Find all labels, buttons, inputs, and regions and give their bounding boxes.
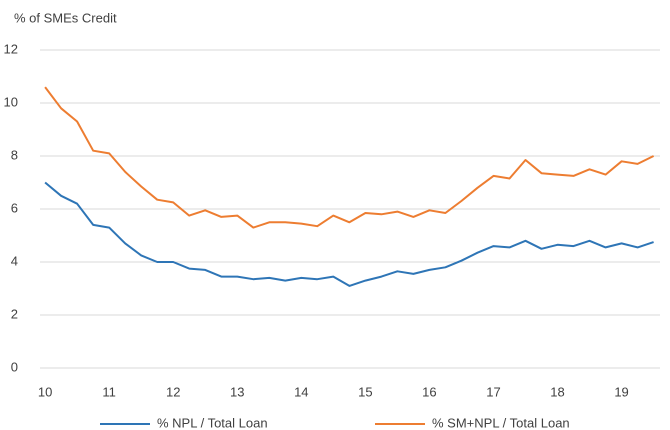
y-tick-label: 6 bbox=[11, 200, 18, 215]
line-series bbox=[44, 181, 654, 287]
y-tick-label: 8 bbox=[11, 147, 18, 162]
x-tick-label: 14 bbox=[294, 384, 308, 399]
x-tick-label: 12 bbox=[166, 384, 180, 399]
y-tick-label: 4 bbox=[11, 253, 18, 268]
legend-label: % SM+NPL / Total Loan bbox=[432, 415, 570, 430]
x-tick-label: 11 bbox=[102, 384, 116, 399]
x-tick-label: 16 bbox=[422, 384, 436, 399]
x-tick-label: 17 bbox=[486, 384, 500, 399]
y-tick-label: 10 bbox=[4, 94, 18, 109]
x-tick-label: 13 bbox=[230, 384, 244, 399]
x-tick-label: 19 bbox=[614, 384, 628, 399]
x-tick-label: 15 bbox=[358, 384, 372, 399]
y-tick-label: 12 bbox=[4, 41, 18, 56]
x-tick-label: 18 bbox=[550, 384, 564, 399]
x-tick-label: 10 bbox=[38, 384, 52, 399]
y-tick-label: 0 bbox=[11, 359, 18, 374]
y-tick-label: 2 bbox=[11, 306, 18, 321]
y-axis-label: % of SMEs Credit bbox=[14, 10, 117, 25]
line-series bbox=[44, 86, 655, 229]
legend-label: % NPL / Total Loan bbox=[157, 415, 268, 430]
